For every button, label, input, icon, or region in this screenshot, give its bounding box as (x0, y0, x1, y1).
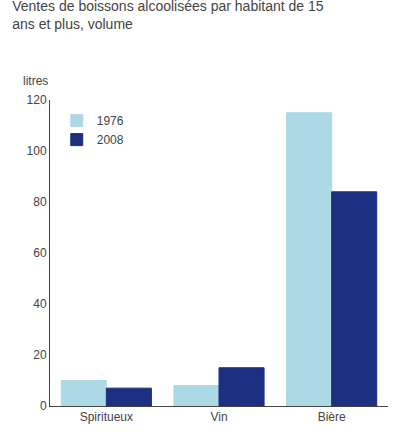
svg-text:80: 80 (33, 195, 47, 209)
svg-text:Ventes de boissons alcoolisées: Ventes de boissons alcoolisées par habit… (12, 0, 324, 32)
svg-text:1976: 1976 (97, 114, 124, 128)
svg-text:Spiritueux: Spiritueux (80, 410, 133, 424)
svg-text:2008: 2008 (97, 133, 124, 147)
svg-text:litres: litres (23, 74, 48, 88)
svg-text:0: 0 (40, 399, 47, 413)
svg-text:Vin: Vin (210, 410, 227, 424)
svg-text:Bière: Bière (318, 410, 346, 424)
svg-text:100: 100 (27, 144, 47, 158)
svg-text:40: 40 (33, 297, 47, 311)
svg-text:120: 120 (27, 93, 47, 107)
svg-text:60: 60 (33, 246, 47, 260)
svg-text:20: 20 (33, 348, 47, 362)
